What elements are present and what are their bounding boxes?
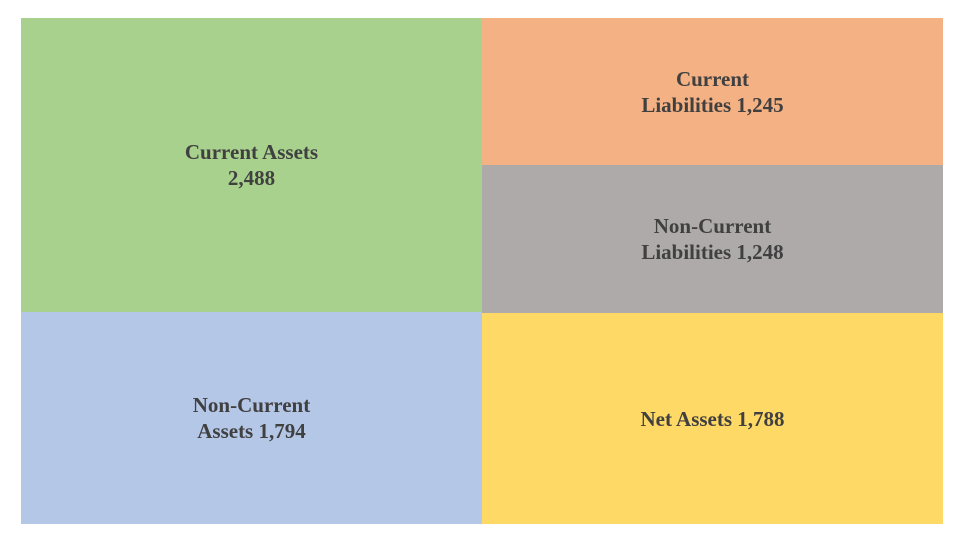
treemap-tile: Net Assets 1,788 <box>482 313 943 524</box>
tile-label-line: Non-Current <box>192 393 311 417</box>
tile-label: Net Assets 1,788 <box>640 406 784 432</box>
tile-label-line: Net Assets 1,788 <box>640 406 785 431</box>
tile-label: Non-Current Liabilities 1,248 <box>641 213 783 265</box>
treemap-tile: Current Assets 2,488 <box>21 18 482 312</box>
treemap-chart: Current Assets 2,488 Non-Current Assets 1,7… <box>21 18 943 524</box>
tile-label: Current Liabilities 1,245 <box>641 66 783 118</box>
tile-label-line: Non-Current <box>653 214 772 238</box>
treemap-tile: Non-Current Assets 1,794 <box>21 312 482 524</box>
treemap-tile: Non-Current Liabilities 1,248 <box>482 165 943 313</box>
tile-label: Non-Current Assets 1,794 <box>193 392 310 444</box>
treemap-tile: Current Liabilities 1,245 <box>482 18 943 165</box>
tile-label-line: Assets 1,794 <box>197 419 306 443</box>
tile-label: Current Assets 2,488 <box>185 139 318 191</box>
tile-label-line: Liabilities 1,248 <box>641 240 784 264</box>
tile-label-line: Liabilities 1,245 <box>641 92 784 117</box>
tile-label-line: Current Assets <box>184 140 319 164</box>
tile-label-line: Current <box>675 66 750 91</box>
tile-label-line: 2,488 <box>227 166 276 190</box>
